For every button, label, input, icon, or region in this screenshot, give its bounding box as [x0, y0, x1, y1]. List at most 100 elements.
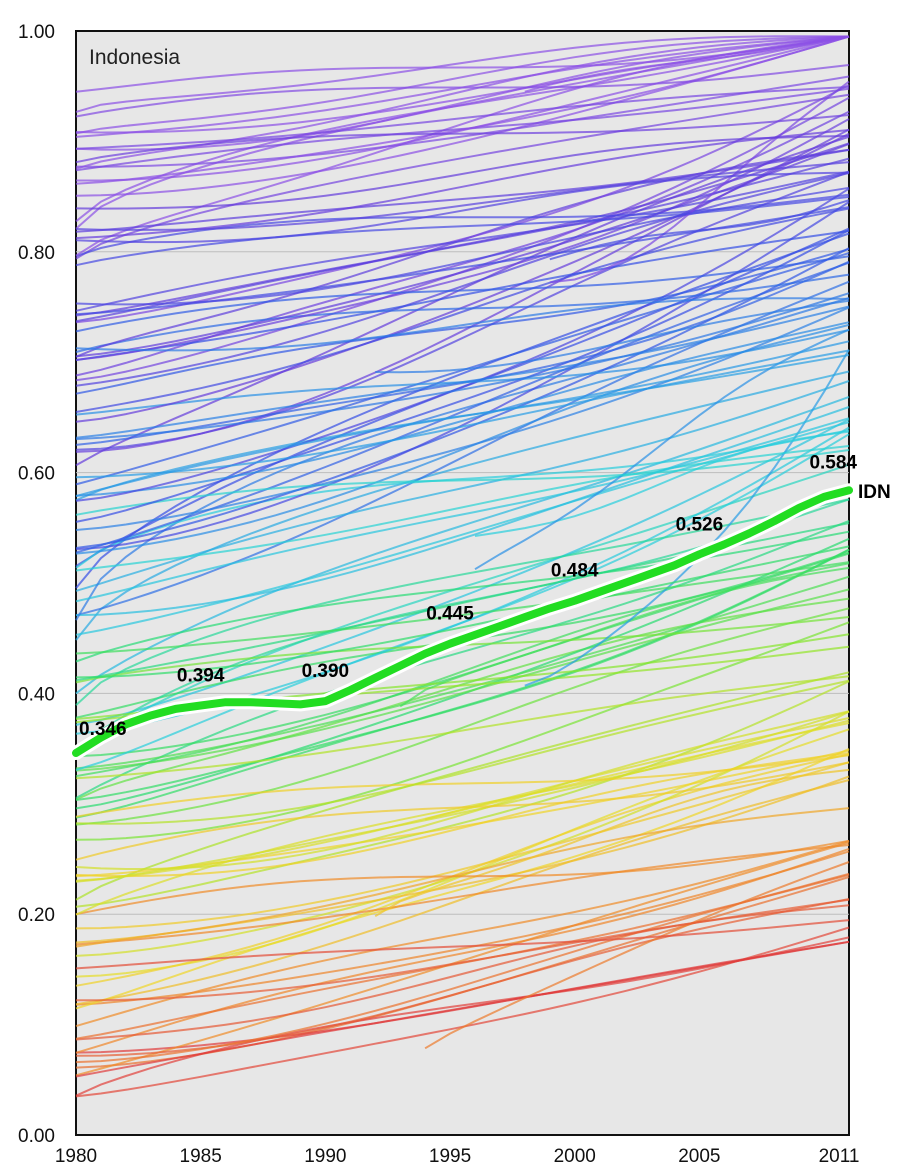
country-line [75, 807, 850, 948]
x-tick-label: 2000 [554, 1146, 596, 1167]
country-line [75, 919, 850, 970]
country-line [75, 607, 850, 826]
country-line [75, 280, 850, 617]
country-line [75, 232, 850, 589]
country-line [424, 861, 850, 1050]
country-line [75, 671, 850, 901]
country-line [75, 292, 850, 441]
country-line [75, 35, 850, 223]
country-line [75, 417, 850, 603]
y-tick-label: 0.80 [18, 243, 55, 264]
y-tick-label: 0.60 [18, 464, 55, 485]
country-line [75, 675, 850, 780]
country-line [75, 779, 850, 1006]
country-line [75, 35, 850, 185]
chart-title: Indonesia [89, 46, 180, 69]
country-line [75, 255, 850, 333]
country-line [75, 710, 850, 870]
x-tick-label: 1995 [429, 1146, 471, 1167]
data-label: 0.394 [177, 666, 225, 687]
country-line [75, 840, 850, 1028]
country-line [75, 530, 850, 663]
country-line [75, 129, 850, 240]
highlight-series [69, 483, 856, 760]
country-line [75, 680, 850, 908]
country-line [75, 621, 850, 841]
data-label: 0.390 [302, 661, 350, 682]
country-line [474, 430, 850, 537]
country-line [75, 35, 850, 113]
data-label: 0.484 [551, 561, 599, 582]
country-line [524, 35, 850, 93]
x-axis-tick-labels: 1980 1985 1990 1995 2000 2005 2011 [55, 1146, 860, 1167]
country-line [75, 86, 850, 150]
highlight-data-labels: 0.346 0.394 0.390 0.445 0.484 0.526 0.584 [79, 452, 857, 740]
country-line [75, 306, 850, 531]
country-line [75, 321, 850, 497]
country-line [75, 305, 850, 439]
country-line [549, 199, 850, 261]
country-line [75, 545, 850, 679]
country-line [75, 449, 850, 516]
y-tick-label: 0.00 [18, 1126, 55, 1147]
country-line [75, 248, 850, 395]
country-line [75, 395, 850, 695]
country-line [75, 35, 850, 138]
country-line [75, 418, 850, 726]
country-line [75, 340, 850, 498]
country-line [75, 273, 850, 353]
data-label: 0.445 [426, 604, 474, 625]
country-line [75, 761, 850, 861]
country-line [75, 575, 850, 770]
country-line [75, 84, 850, 324]
country-line [75, 157, 850, 323]
country-line [75, 839, 850, 916]
country-line [75, 844, 850, 946]
background-series [75, 35, 850, 1098]
country-line [75, 463, 850, 754]
country-line [75, 429, 850, 569]
y-axis-tick-labels: 0.00 0.20 0.40 0.60 0.80 1.00 [18, 22, 55, 1147]
country-line [75, 349, 850, 479]
country-line [75, 171, 850, 244]
x-tick-label: 1980 [55, 1146, 97, 1167]
country-line [75, 940, 850, 1078]
country-line [75, 747, 850, 1010]
country-line [75, 421, 850, 636]
country-line [75, 187, 850, 502]
country-line [75, 135, 850, 467]
country-line [75, 135, 850, 210]
country-line [75, 761, 850, 930]
country-line [75, 679, 850, 825]
country-line [75, 172, 850, 387]
country-line [75, 207, 850, 413]
country-line [75, 93, 850, 260]
country-line [474, 328, 850, 571]
country-line [75, 170, 850, 312]
x-tick-label: 2011 [819, 1146, 860, 1167]
country-line [75, 114, 850, 164]
country-line [75, 588, 850, 772]
country-line [75, 148, 850, 233]
country-line [75, 75, 850, 168]
country-line [75, 323, 850, 555]
data-label: 0.584 [809, 452, 857, 473]
country-line [75, 519, 850, 799]
y-tick-label: 1.00 [18, 22, 55, 43]
highlight-series-name: IDN [858, 482, 891, 503]
country-line [75, 230, 850, 362]
country-line [375, 299, 850, 374]
x-tick-label: 2005 [678, 1146, 720, 1167]
country-line [424, 722, 850, 821]
plot-area [75, 30, 850, 1136]
country-line [75, 35, 850, 93]
country-line [75, 754, 850, 818]
country-line [75, 35, 850, 151]
country-line [75, 35, 850, 135]
country-line [75, 132, 850, 423]
country-line [75, 406, 850, 617]
data-label: 0.526 [676, 514, 724, 535]
country-line [75, 229, 850, 523]
country-line [399, 566, 850, 708]
